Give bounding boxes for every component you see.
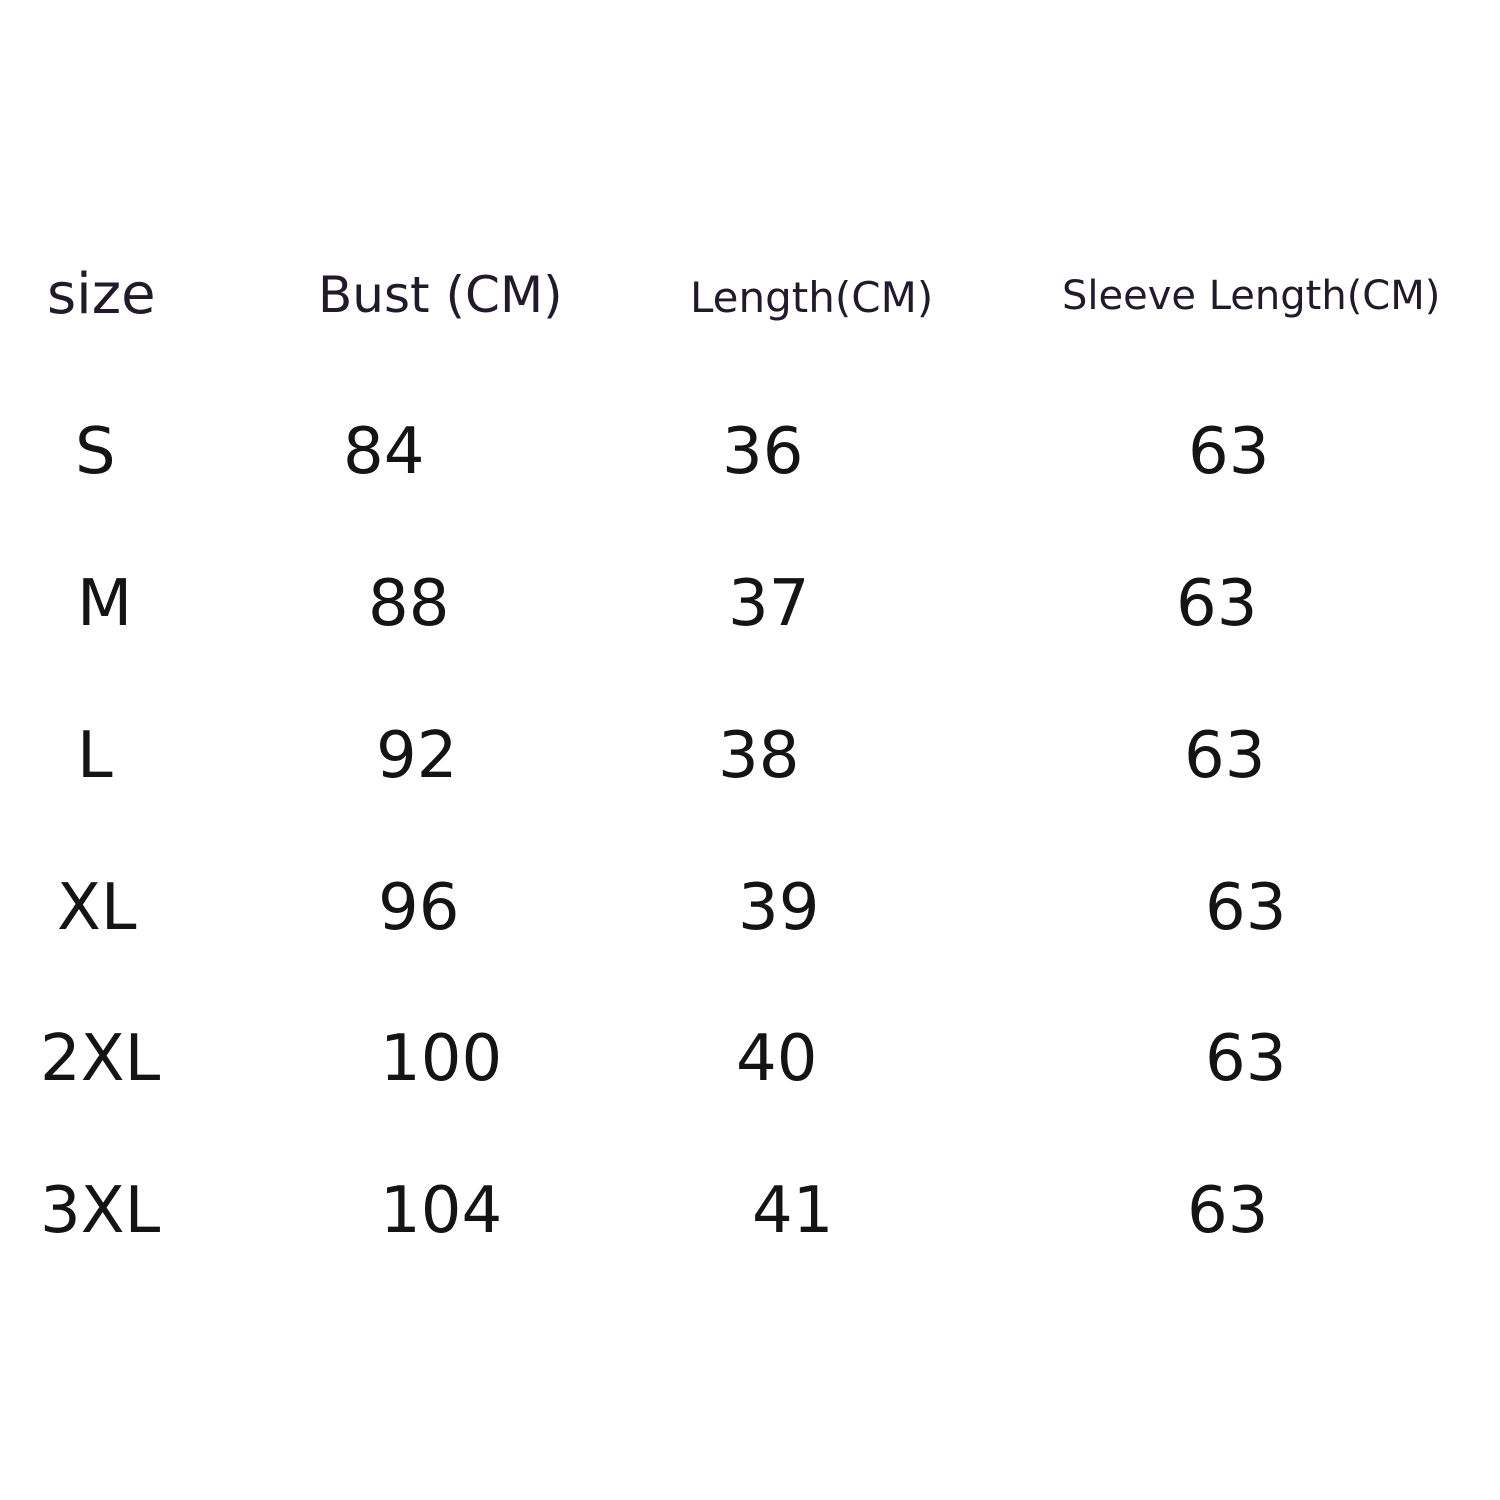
size-cell: 2XL [40, 1022, 161, 1096]
length-cell: 37 [728, 567, 810, 641]
bust-cell: 88 [368, 567, 450, 641]
size-cell: L [77, 719, 113, 793]
size-cell: S [75, 415, 116, 489]
size-cell: XL [57, 871, 137, 945]
length-cell: 39 [738, 871, 820, 945]
size-cell: 3XL [40, 1174, 161, 1248]
sleeve-length-cell: 63 [1205, 871, 1287, 945]
header-size: size [47, 262, 156, 327]
sleeve-length-cell: 63 [1187, 1174, 1269, 1248]
bust-cell: 104 [380, 1174, 503, 1248]
bust-cell: 100 [380, 1022, 503, 1096]
header-bust: Bust (CM) [318, 266, 563, 324]
sleeve-length-cell: 63 [1205, 1022, 1287, 1096]
bust-cell: 96 [378, 871, 460, 945]
length-cell: 41 [752, 1174, 834, 1248]
sleeve-length-cell: 63 [1184, 719, 1266, 793]
length-cell: 38 [718, 719, 800, 793]
size-cell: M [77, 567, 133, 641]
sleeve-length-cell: 63 [1176, 567, 1258, 641]
header-sleeve-length: Sleeve Length(CM) [1062, 273, 1441, 319]
header-length: Length(CM) [690, 273, 934, 322]
bust-cell: 92 [376, 719, 458, 793]
bust-cell: 84 [343, 415, 425, 489]
sleeve-length-cell: 63 [1188, 415, 1270, 489]
length-cell: 36 [722, 415, 804, 489]
length-cell: 40 [736, 1022, 818, 1096]
